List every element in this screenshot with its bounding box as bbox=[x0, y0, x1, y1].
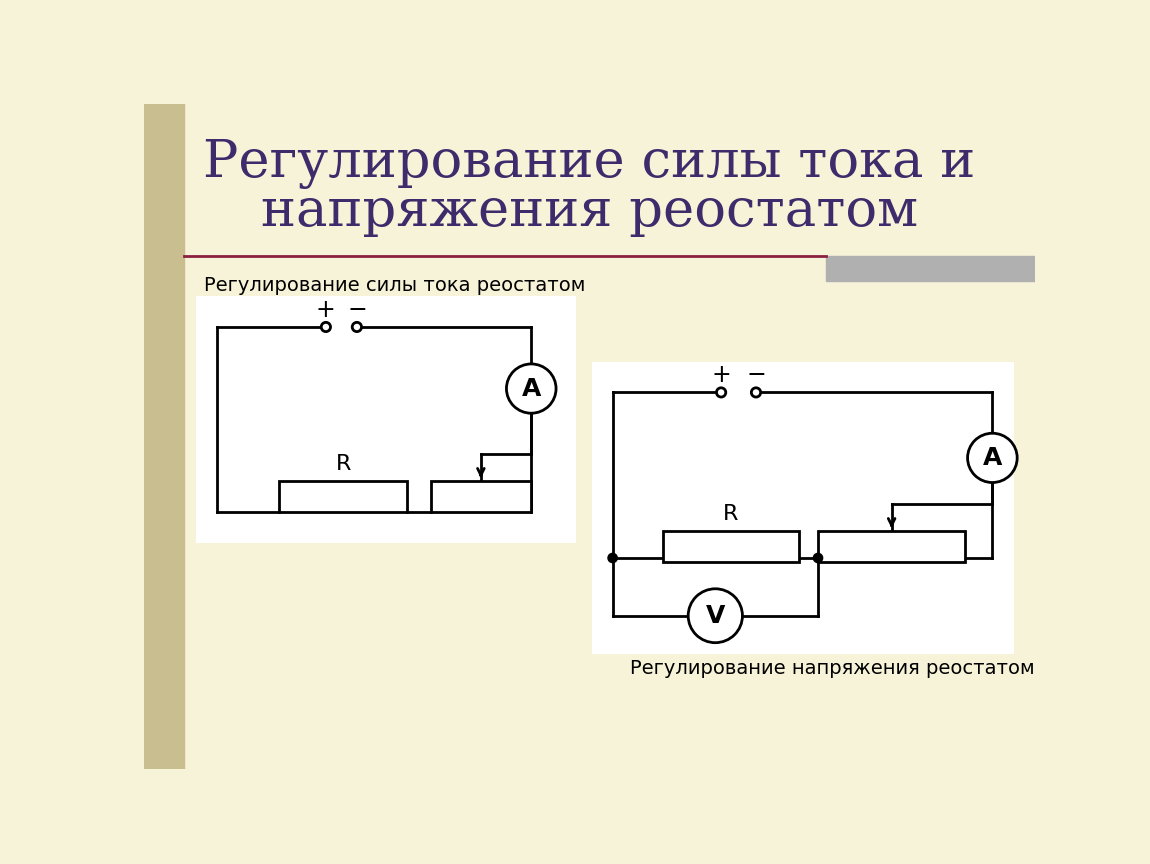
Text: R: R bbox=[723, 504, 738, 524]
Circle shape bbox=[688, 588, 743, 643]
Circle shape bbox=[608, 553, 618, 562]
Circle shape bbox=[813, 553, 822, 562]
Bar bbox=[826, 256, 1035, 281]
Bar bbox=[592, 362, 1014, 654]
Bar bbox=[818, 531, 965, 562]
Circle shape bbox=[751, 388, 760, 397]
Text: −: − bbox=[746, 364, 766, 387]
Bar bbox=[664, 531, 798, 562]
Text: +: + bbox=[316, 298, 336, 322]
Circle shape bbox=[967, 433, 1017, 482]
Bar bbox=[144, 104, 184, 769]
Text: −: − bbox=[347, 298, 367, 322]
Circle shape bbox=[506, 364, 557, 413]
Text: A: A bbox=[522, 377, 540, 401]
Circle shape bbox=[352, 322, 361, 332]
Bar bbox=[197, 296, 576, 543]
Text: напряжения реостатом: напряжения реостатом bbox=[261, 186, 918, 237]
Text: R: R bbox=[336, 454, 351, 474]
Circle shape bbox=[321, 322, 330, 332]
Text: Регулирование силы тока реостатом: Регулирование силы тока реостатом bbox=[205, 276, 585, 295]
Text: +: + bbox=[711, 364, 731, 387]
Bar bbox=[430, 481, 531, 511]
Text: Регулирование силы тока и: Регулирование силы тока и bbox=[204, 138, 975, 189]
Text: Регулирование напряжения реостатом: Регулирование напряжения реостатом bbox=[630, 658, 1035, 677]
Text: A: A bbox=[983, 446, 1002, 470]
Bar bbox=[279, 481, 407, 511]
Text: V: V bbox=[706, 604, 724, 628]
Circle shape bbox=[716, 388, 726, 397]
